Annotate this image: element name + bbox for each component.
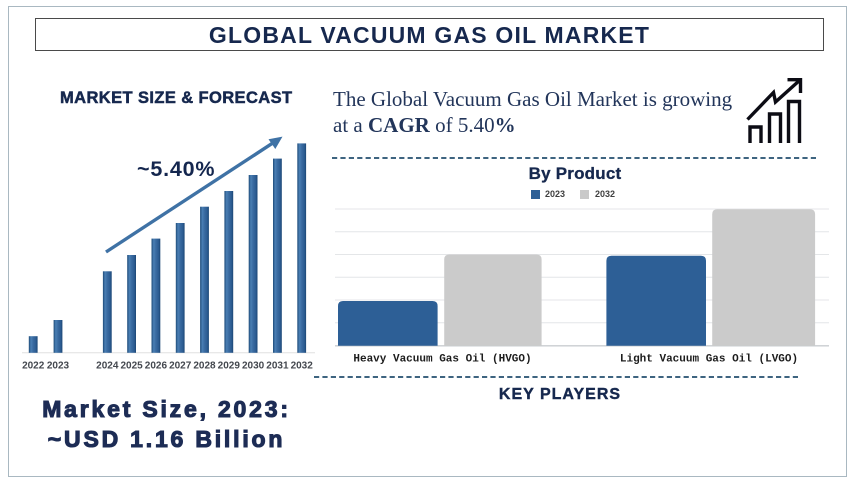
svg-text:2026: 2026 [145,361,168,372]
svg-text:2025: 2025 [120,361,143,372]
svg-text:2022: 2022 [22,361,45,372]
svg-text:Heavy Vacuum Gas Oil (HVGO): Heavy Vacuum Gas Oil (HVGO) [353,354,531,366]
svg-text:2023: 2023 [47,361,70,372]
svg-text:2028: 2028 [193,361,216,372]
svg-text:2032: 2032 [291,361,314,372]
svg-text:Light Vacuum Gas Oil (LVGO): Light Vacuum Gas Oil (LVGO) [620,354,798,366]
svg-text:2024: 2024 [96,361,119,372]
svg-text:2031: 2031 [266,361,289,372]
svg-text:2030: 2030 [242,361,265,372]
svg-text:~5.40%: ~5.40% [137,157,215,181]
svg-text:2027: 2027 [169,361,192,372]
svg-text:2029: 2029 [218,361,241,372]
